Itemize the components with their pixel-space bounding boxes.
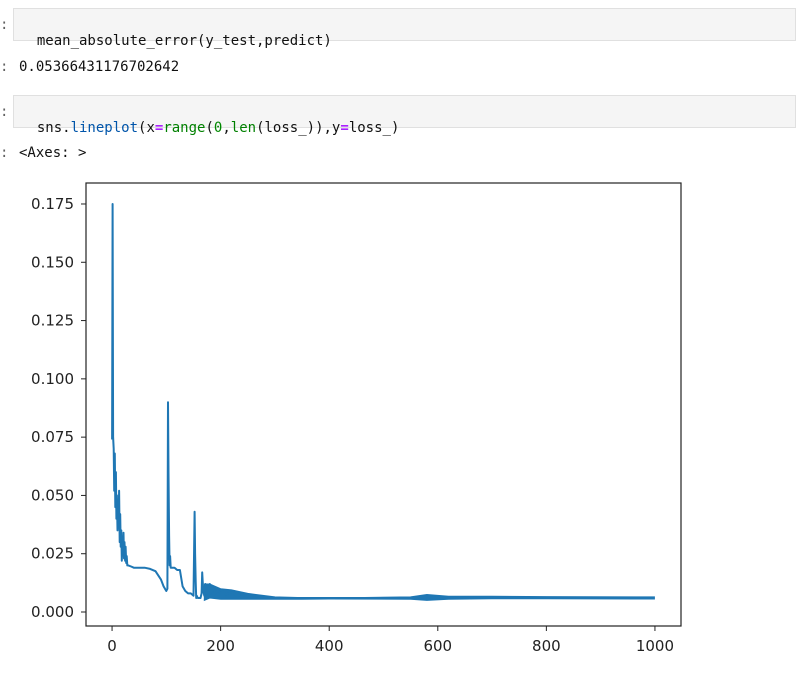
x-tick-label: 400 — [315, 637, 344, 655]
plot-area — [111, 203, 655, 602]
x-tick-label: 800 — [532, 637, 561, 655]
x-tick-label: 600 — [423, 637, 452, 655]
input-prompt: : — [0, 104, 9, 120]
code-token: sns. — [36, 120, 71, 136]
code-text: sns.lineplot(x=range(0,len(loss_)),y=los… — [37, 120, 400, 136]
output-prompt: : — [0, 59, 9, 75]
code-cell-input[interactable]: mean_absolute_error(y_test,predict) — [13, 8, 796, 49]
cell-output-text: 0.05366431176702642 — [19, 59, 180, 75]
y-tick-label: 0.075 — [31, 428, 74, 446]
y-tick-label: 0.150 — [31, 253, 74, 271]
axes-frame — [85, 182, 682, 627]
code-token: (loss_)),y — [256, 120, 341, 136]
y-tick-label: 0.000 — [31, 603, 74, 621]
code-text: mean_absolute_error(y_test,predict) — [36, 33, 332, 49]
y-tick-label: 0.025 — [31, 545, 74, 563]
series-line-loss — [111, 203, 655, 599]
x-tick-label: 1000 — [636, 637, 674, 655]
code-token: = — [340, 120, 349, 136]
code-token: , — [222, 120, 231, 136]
y-tick-label: 0.100 — [31, 370, 74, 388]
cell-output-text: <Axes: > — [19, 145, 87, 161]
code-token: loss_) — [348, 120, 400, 136]
output-prompt: : — [0, 145, 9, 161]
code-token: (x — [138, 120, 155, 136]
y-tick-label: 0.175 — [31, 195, 74, 213]
code-cell-input[interactable]: sns.lineplot(x=range(0,len(loss_)),y=los… — [13, 95, 796, 136]
x-tick-label: 200 — [206, 637, 235, 655]
y-axis: 0.000 0.025 0.050 0.075 0.100 0.125 0.150 0.175 — [31, 195, 86, 621]
line-chart: 0.000 0.025 0.050 0.075 0.100 0.125 0.150 0.175… — [31, 182, 682, 655]
code-token: 0 — [213, 120, 223, 136]
code-token: = — [154, 120, 164, 136]
code-token: lineplot — [70, 120, 139, 136]
code-token: len — [230, 120, 257, 136]
y-tick-label: 0.050 — [31, 486, 74, 504]
x-tick-label: 0 — [107, 637, 117, 655]
code-token: ( — [205, 120, 214, 136]
x-axis: 0 200 400 600 800 1000 — [107, 626, 674, 655]
input-prompt: : — [0, 17, 9, 33]
y-tick-label: 0.125 — [31, 312, 74, 330]
code-token: range — [163, 120, 206, 136]
